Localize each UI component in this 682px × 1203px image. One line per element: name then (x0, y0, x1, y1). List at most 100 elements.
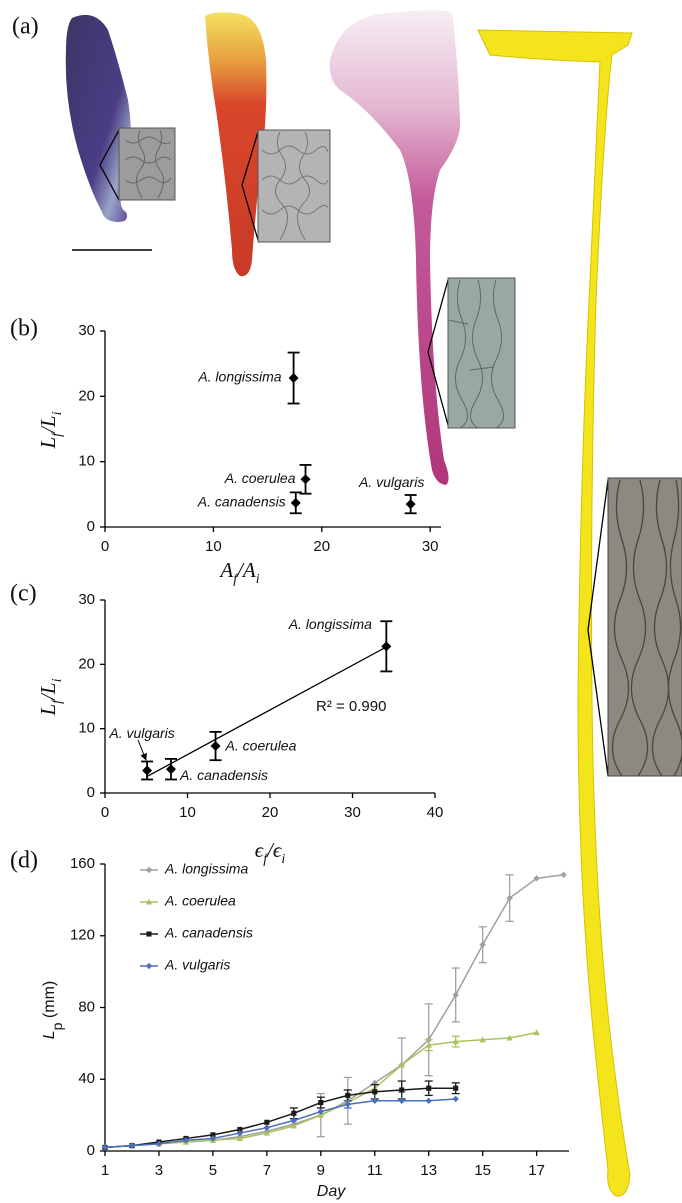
point (291, 1110, 297, 1116)
inset-texture (447, 279, 504, 429)
y-axis-label: Lp (mm) (41, 981, 64, 1039)
y-tick-label: 40 (78, 1070, 95, 1087)
point (101, 1144, 109, 1151)
legend-label: A. longissima (164, 861, 248, 877)
x-tick-label: 10 (205, 538, 222, 555)
x-tick-label: 0 (101, 538, 109, 555)
x-tick-label: 30 (344, 804, 361, 821)
legend-marker (145, 898, 153, 905)
point (210, 741, 221, 752)
legend-label: A. vulgaris (164, 957, 230, 973)
point (345, 1092, 351, 1098)
y-axis-label-part: p (49, 1022, 65, 1030)
y-axis-label-part: L (36, 704, 60, 717)
y-tick-label: 30 (78, 591, 95, 608)
y-tick-label: 160 (70, 855, 95, 872)
y-tick-label: 0 (87, 518, 95, 535)
x-axis-label-part: /A (236, 558, 256, 582)
inset-texture (261, 131, 329, 241)
x-axis-label-part: Day (317, 1183, 346, 1200)
legend-marker (146, 931, 152, 937)
x-tick-label: 9 (317, 1162, 325, 1179)
legend-marker (145, 866, 153, 874)
point (533, 875, 540, 882)
legend-label: A. canadensis (164, 925, 253, 941)
x-axis-label-part: f (263, 852, 269, 867)
point (290, 1117, 298, 1124)
x-axis-label-part: A (218, 558, 233, 582)
y-tick-label: 120 (70, 927, 95, 944)
legend-label: A. coerulea (164, 893, 236, 909)
point (506, 1034, 513, 1041)
inset-pointer (241, 131, 259, 241)
inset-pointer (587, 479, 609, 777)
point (263, 1129, 271, 1136)
x-tick-label: 5 (209, 1162, 217, 1179)
petal-purple (65, 14, 131, 222)
point (479, 1036, 486, 1043)
point-label: A. longissima (288, 616, 372, 632)
inset-cells (118, 127, 176, 201)
point (452, 1095, 459, 1103)
point (155, 1140, 163, 1148)
y-axis-label: Lf/Li (36, 678, 65, 716)
x-tick-label: 11 (367, 1162, 383, 1179)
label-arrow (137, 739, 147, 761)
point (452, 1038, 459, 1045)
x-tick-label: 7 (263, 1162, 271, 1179)
point (371, 1097, 378, 1104)
x-axis-label: ϵf/ϵi (255, 838, 286, 867)
panel-label: (a) (12, 14, 39, 40)
point (209, 1135, 217, 1142)
x-tick-label: 13 (420, 1162, 437, 1179)
inset-texture (124, 129, 172, 199)
panel-label: (d) (10, 848, 38, 874)
point (210, 1132, 216, 1138)
point (236, 1135, 244, 1142)
y-axis-label-part: i (50, 411, 65, 415)
point (405, 499, 416, 510)
y-tick-label: 20 (78, 387, 95, 404)
legend-marker (145, 962, 153, 970)
point-label: A. coerulea (225, 738, 297, 754)
series-line (104, 874, 564, 1149)
point (506, 894, 513, 902)
panel-label: (b) (10, 316, 38, 342)
inset-pointer (99, 129, 120, 201)
point (560, 871, 567, 878)
y-tick-label: 20 (78, 655, 95, 672)
y-axis-label-part: f (50, 431, 65, 437)
inset-texture (611, 479, 682, 777)
x-tick-label: 15 (474, 1162, 491, 1179)
point (479, 941, 486, 948)
y-axis-label-part: (mm) (41, 981, 58, 1023)
x-axis-label: Af/Ai (218, 558, 259, 587)
y-axis-label-part: /L (36, 682, 60, 701)
point (288, 373, 299, 384)
point (128, 1142, 136, 1149)
x-axis-label-part: ϵ (255, 838, 265, 862)
annotation: R² = 0.990 (316, 698, 386, 715)
point (453, 1085, 459, 1091)
y-axis-label-part: L (36, 437, 60, 450)
point (290, 497, 301, 508)
inset-pointer (427, 279, 449, 426)
y-axis-label-part: i (50, 678, 65, 682)
panel-label: (c) (10, 581, 37, 607)
point (425, 1097, 432, 1104)
point (237, 1126, 243, 1133)
x-tick-label: 20 (262, 804, 279, 821)
point-label: A. canadensis (197, 494, 286, 510)
point (317, 1108, 325, 1115)
point (300, 474, 311, 485)
point (533, 1029, 540, 1036)
trendline (145, 646, 387, 778)
point-label: A. coerulea (224, 470, 296, 486)
x-tick-label: 17 (528, 1162, 545, 1179)
point (398, 1097, 405, 1104)
x-tick-label: 20 (313, 538, 330, 555)
x-axis-label-part: /ϵ (266, 838, 283, 862)
point (263, 1124, 271, 1131)
